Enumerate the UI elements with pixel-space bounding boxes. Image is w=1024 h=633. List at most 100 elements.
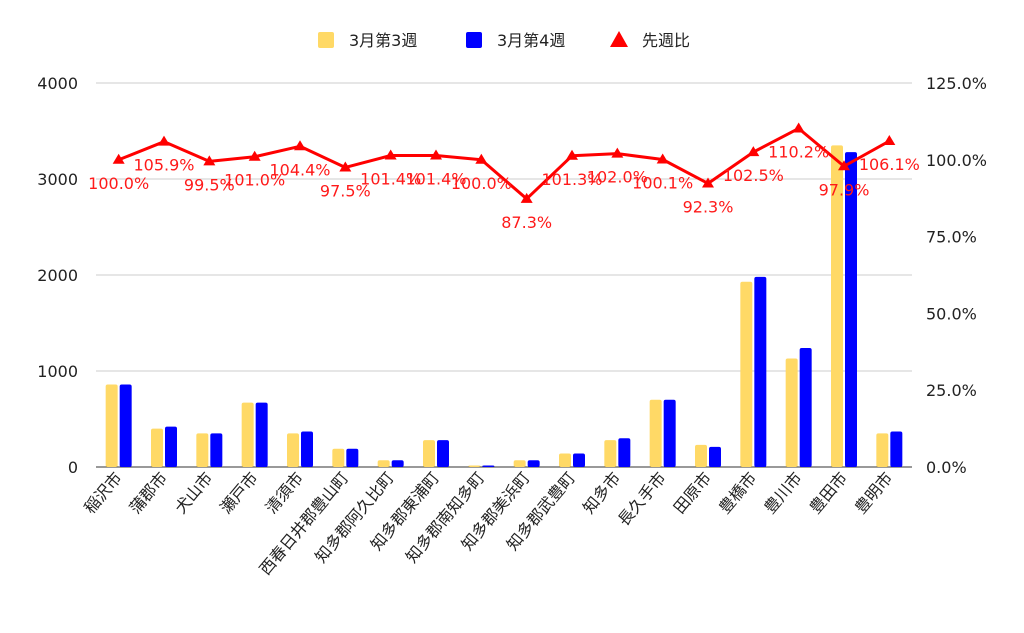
line-point <box>747 146 760 157</box>
bar <box>468 465 481 467</box>
data-label: 102.0% <box>587 168 648 187</box>
category-label: 蒲郡市 <box>126 468 171 517</box>
line-point <box>838 160 850 171</box>
bar <box>876 433 889 467</box>
bar <box>831 145 843 467</box>
data-label: 99.5% <box>184 175 235 194</box>
right-tick-label: 50.0% <box>926 304 977 323</box>
left-tick-label: 0 <box>68 458 78 477</box>
chart-legend: 3月第3週 3月第4週 先週比 <box>318 31 690 50</box>
bar <box>785 358 798 467</box>
data-label: 110.2% <box>768 142 829 161</box>
bar <box>210 433 223 467</box>
bar <box>377 460 390 467</box>
legend-label: 3月第3週 <box>349 31 417 50</box>
line-point <box>520 192 533 203</box>
bar <box>663 399 676 467</box>
legend-swatch <box>318 32 334 48</box>
line-point <box>566 149 578 160</box>
line-point <box>702 177 714 188</box>
left-tick-label: 1000 <box>37 362 78 381</box>
bar <box>649 399 662 467</box>
category-label: 豊橋市 <box>715 468 760 517</box>
left-tick-label: 3000 <box>37 170 78 189</box>
line-point <box>475 153 488 164</box>
bar <box>754 276 767 467</box>
right-tick-label: 0.0% <box>926 458 967 477</box>
bar <box>332 448 345 467</box>
data-label: 102.5% <box>723 166 784 185</box>
bar <box>391 460 404 467</box>
bar <box>119 384 132 467</box>
category-label: 豊明市 <box>851 468 896 517</box>
left-y-axis: 0 1000 2000 3000 4000 <box>37 74 78 477</box>
bar <box>695 444 707 467</box>
legend-marker <box>610 31 628 47</box>
bar <box>740 281 753 467</box>
ratio-line <box>118 126 891 201</box>
category-label: 知多郡阿久比町 <box>311 468 398 566</box>
legend-label: 3月第4週 <box>497 31 565 50</box>
bar <box>890 431 903 467</box>
data-label: 105.9% <box>133 156 194 175</box>
bar <box>105 384 118 467</box>
x-axis-categories: 稲沢市 蒲郡市 犬山市 瀬戸市 清須市西春日井郡豊山町知多郡阿久比町知多郡東浦町知多郡南… <box>80 468 896 578</box>
bar <box>799 347 812 467</box>
data-label: 101.4% <box>360 169 421 188</box>
data-label: 106.1% <box>859 155 920 174</box>
bar <box>513 460 526 467</box>
line-point <box>339 161 352 172</box>
bar <box>573 453 585 467</box>
data-label: 97.9% <box>819 180 870 199</box>
bar <box>482 465 495 467</box>
category-label: 稲沢市 <box>80 468 125 517</box>
bar <box>423 440 435 467</box>
line-point <box>883 135 896 146</box>
line-point <box>611 147 624 158</box>
category-label: 清須市 <box>262 468 307 517</box>
gridlines <box>96 82 912 468</box>
right-tick-label: 100.0% <box>926 151 987 170</box>
line-point <box>294 140 306 151</box>
bar-series <box>105 145 903 467</box>
bar <box>437 440 449 467</box>
line-point <box>430 149 442 160</box>
category-label: 豊川市 <box>760 468 805 517</box>
category-label: 豊田市 <box>806 468 851 517</box>
data-label: 101.0% <box>224 171 285 190</box>
bar <box>709 446 721 467</box>
right-tick-label: 75.0% <box>926 228 977 247</box>
data-label: 92.3% <box>683 197 734 216</box>
category-label: 知多市 <box>579 468 624 517</box>
bar <box>301 431 313 467</box>
data-label: 101.3% <box>541 170 602 189</box>
right-tick-label: 25.0% <box>926 381 977 400</box>
left-tick-label: 2000 <box>37 266 78 285</box>
data-label: 100.0% <box>451 174 512 193</box>
bar <box>287 433 299 467</box>
bar <box>845 152 857 467</box>
bar <box>604 440 617 467</box>
data-label: 100.1% <box>632 173 693 192</box>
bar <box>527 460 540 467</box>
line-point <box>248 150 261 161</box>
line-point <box>792 122 805 133</box>
right-tick-label: 125.0% <box>926 74 987 93</box>
category-label: 知多郡南知多町 <box>402 468 489 566</box>
left-tick-label: 4000 <box>37 74 78 93</box>
data-label: 100.0% <box>88 174 149 193</box>
bar <box>196 433 209 467</box>
ratio-line-series <box>112 122 896 203</box>
data-label: 101.4% <box>405 169 466 188</box>
bar <box>165 426 177 467</box>
data-label: 97.5% <box>320 181 371 200</box>
line-point <box>203 155 216 166</box>
bar <box>346 448 359 467</box>
data-label: 87.3% <box>501 213 552 232</box>
bar <box>241 402 254 467</box>
legend-label: 先週比 <box>642 31 690 50</box>
bar <box>255 402 268 467</box>
right-y-axis: 0.0% 25.0% 50.0% 75.0% 100.0% 125.0% <box>926 74 987 477</box>
category-label: 田原市 <box>670 468 715 517</box>
category-label: 瀬戸市 <box>216 468 261 517</box>
